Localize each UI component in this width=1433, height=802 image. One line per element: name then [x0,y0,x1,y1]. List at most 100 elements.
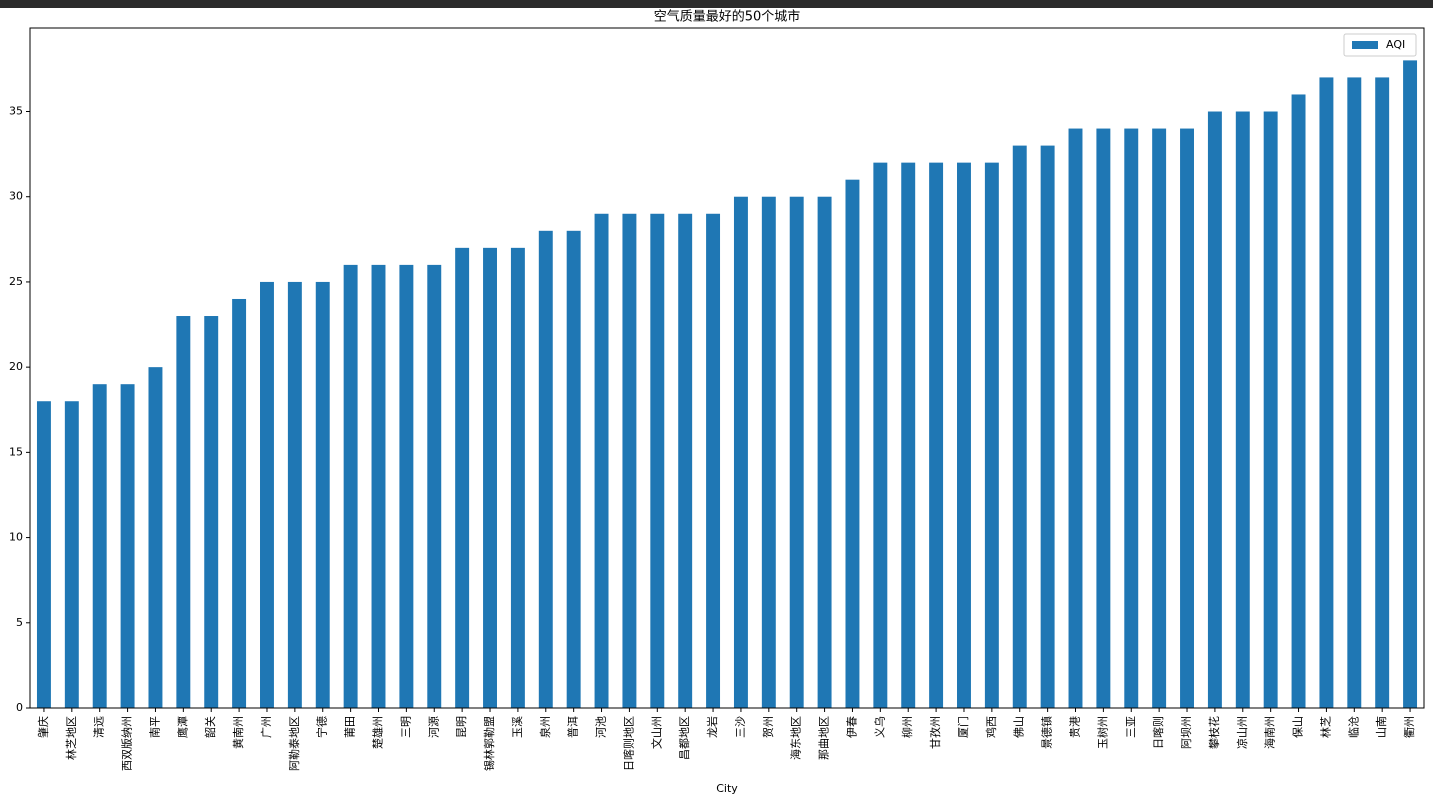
x-tick-label: 凉山州 [1235,716,1249,749]
x-tick-label: 三亚 [1124,716,1137,738]
x-tick-label: 锡林郭勒盟 [482,716,496,771]
bar [929,162,944,708]
bar [594,213,609,708]
bar [873,162,888,708]
x-tick-label: 楚雄州 [371,716,385,749]
bar [1235,111,1250,708]
bar [1291,94,1306,708]
x-tick-label: 林芝地区 [64,716,78,760]
bar [1319,77,1334,708]
bar [148,367,163,708]
bar [1403,60,1418,708]
bar [1207,111,1222,708]
bar [1152,128,1167,708]
x-tick-label: 肇庆 [36,716,50,738]
x-tick-label: 海南州 [1263,716,1277,749]
y-tick-label: 25 [9,275,23,288]
x-tick-label: 龙岩 [705,716,719,738]
bar [1040,145,1055,708]
bar [483,247,497,709]
x-tick-label: 厦门 [956,716,970,738]
bar [1068,128,1083,708]
bar [64,401,79,708]
x-tick-label: 文山州 [649,716,663,749]
bar [260,281,274,708]
bar [510,247,525,709]
x-tick-label: 清远 [93,716,106,738]
x-tick-label: 玉溪 [511,716,524,738]
bar [566,230,581,709]
x-tick-label: 阿坝州 [1179,716,1193,749]
plot-frame [29,27,1425,709]
x-tick-label: 义乌 [872,716,886,738]
bar [622,213,637,708]
bar [1096,128,1111,708]
x-tick-label: 西双版纳州 [120,716,134,771]
y-tick-label: 35 [9,105,23,118]
window-bar [0,0,1433,8]
bar [36,401,51,708]
x-tick-label: 昌都地区 [678,716,691,760]
bar [427,264,442,708]
x-tick-label: 莆田 [344,716,357,738]
bar [706,213,721,708]
x-tick-label: 河源 [426,716,440,738]
bar [1375,77,1390,708]
x-tick-label: 那曲地区 [818,716,831,760]
x-tick-label: 玉树州 [1095,716,1109,749]
legend-swatch [1352,41,1378,49]
x-tick-label: 黄南州 [231,716,245,749]
bar [1347,77,1362,708]
bar [957,162,971,708]
x-tick-label: 海东地区 [789,716,803,760]
x-tick-label: 甘孜州 [928,716,942,749]
y-tick-label: 20 [9,360,23,373]
y-tick-label: 15 [9,445,23,458]
x-tick-label: 日喀则地区 [622,716,635,771]
bar [204,316,219,708]
bar [817,196,832,708]
x-tick-label: 宁德 [315,716,329,738]
bar [538,230,553,709]
x-tick-label: 普洱 [566,716,580,738]
x-tick-label: 保山 [1291,716,1305,738]
legend-box [1343,33,1417,57]
bar [901,162,916,708]
y-tick-label: 10 [9,531,23,544]
chart-title: 空气质量最好的50个城市 [654,9,801,25]
x-tick-label: 河池 [595,716,608,738]
bar [678,213,693,708]
bar [120,384,135,708]
y-tick-label: 5 [16,616,23,629]
x-axis-label: City [716,782,738,795]
x-tick-label: 阿勒泰地区 [287,716,301,771]
x-tick-label: 三明 [399,716,412,738]
bar [1012,145,1027,708]
bar [399,264,414,708]
x-tick-label: 泉州 [538,716,552,738]
x-tick-label: 贺州 [762,716,775,738]
x-tick-label: 贵港 [1069,716,1082,738]
bar [92,384,107,708]
bar [1263,111,1278,708]
bar [455,247,470,709]
x-tick-label: 佛山 [1013,716,1026,738]
x-tick-label: 柳州 [900,716,914,738]
bar [984,162,999,708]
bar [287,281,302,708]
x-tick-label: 三沙 [734,716,747,738]
x-tick-label: 景德镇 [1040,716,1054,749]
x-tick-label: 攀枝花 [1207,716,1221,749]
bar [650,213,665,708]
x-tick-label: 日喀则 [1152,716,1165,749]
x-tick-label: 鹰潭 [175,716,189,738]
x-tick-label: 鸡西 [984,716,998,738]
bar [761,196,776,708]
bar [371,264,386,708]
x-tick-label: 山南 [1375,716,1388,738]
legend-label: AQI [1386,38,1405,51]
x-tick-label: 临沧 [1346,716,1360,738]
y-tick-label: 0 [16,701,23,714]
bar [232,298,247,708]
